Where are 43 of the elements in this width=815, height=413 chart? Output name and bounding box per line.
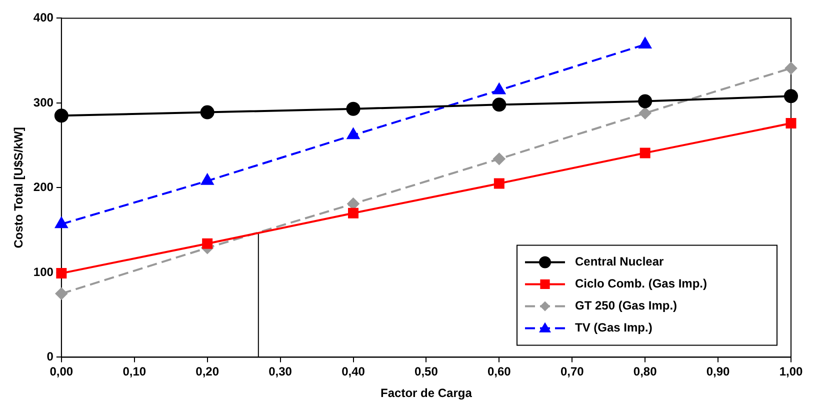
point	[494, 178, 504, 189]
point	[54, 108, 68, 123]
point	[639, 107, 652, 120]
point	[638, 94, 652, 108]
x-tick-label: 0,40	[342, 364, 366, 379]
legend-label: Ciclo Comb. (Gas Imp.)	[575, 276, 708, 291]
point	[492, 98, 506, 112]
y-tick-label: 100	[33, 264, 54, 279]
point	[55, 288, 68, 300]
y-tick-label: 200	[33, 180, 54, 194]
legend-label: Central Nuclear	[575, 254, 664, 269]
point	[348, 208, 358, 218]
point	[492, 83, 506, 94]
point	[201, 174, 214, 185]
y-tick-label: 0	[46, 350, 54, 364]
point	[55, 217, 68, 228]
point	[202, 238, 213, 249]
x-tick-label: 1,00	[779, 364, 803, 379]
legend-label: TV (Gas Imp.)	[575, 320, 652, 335]
point	[493, 152, 506, 165]
x-tick-label: 0,20	[196, 364, 220, 379]
point	[638, 37, 652, 48]
x-tick-label: 0,90	[706, 364, 730, 379]
x-tick-label: 0,30	[268, 364, 292, 379]
x-tick-label: 0,60	[487, 364, 512, 379]
y-axis-title: Costo Total [U$S/kW]	[12, 127, 26, 248]
x-axis-title: Factor de Carga	[380, 386, 472, 400]
point	[784, 89, 798, 104]
x-tick-label: 0,50	[414, 364, 438, 379]
x-tick-label: 0,00	[50, 364, 74, 379]
legend-label: GT 250 (Gas Imp.)	[575, 298, 678, 313]
point	[200, 105, 214, 120]
x-tick-label: 0,80	[633, 364, 658, 379]
point	[786, 118, 796, 129]
point	[347, 128, 360, 140]
x-tick-label: 0,10	[122, 364, 146, 379]
x-tick-label: 0,70	[560, 364, 584, 379]
point	[785, 62, 797, 74]
y-tick-label: 300	[33, 95, 54, 110]
y-tick-label: 400	[33, 10, 54, 25]
point	[56, 268, 67, 279]
point	[640, 148, 650, 158]
point	[346, 102, 360, 116]
